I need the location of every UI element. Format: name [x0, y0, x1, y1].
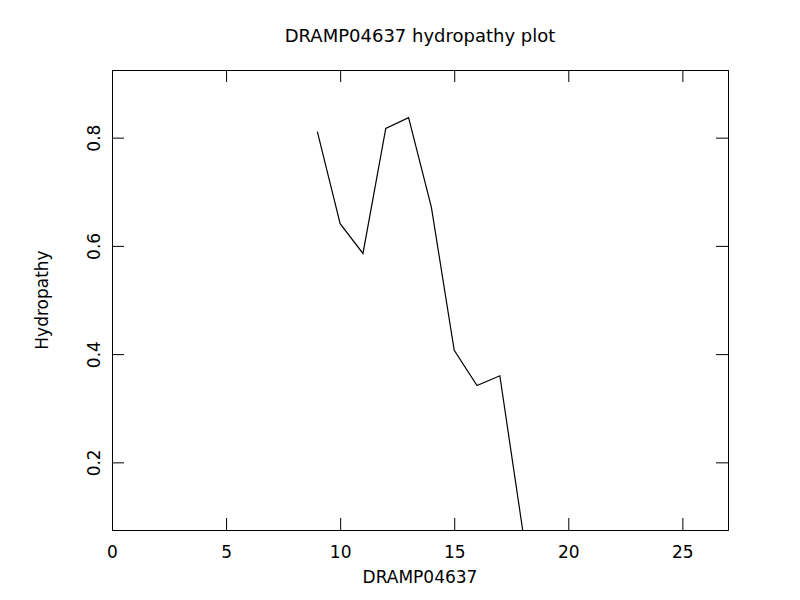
tick: [716, 246, 728, 247]
x-label: DRAMP04637: [363, 567, 478, 587]
axis-line: [716, 71, 729, 531]
tick: 10: [330, 518, 352, 562]
tick-label: 25: [672, 542, 694, 562]
y-axis-right: [716, 71, 729, 531]
tick-mark: [226, 70, 227, 82]
tick-mark: [340, 70, 341, 82]
tick-mark: [454, 518, 455, 530]
tick-mark: [112, 138, 124, 139]
tick: 0.8: [84, 125, 124, 152]
chart: 0 5 10 15 20 25 0.2 0.4 0.6 0.8 DRAMP04637 hydropa…: [0, 0, 800, 600]
tick: [340, 70, 341, 82]
tick-label: 15: [444, 542, 466, 562]
plot: 0 5 10 15 20 25 0.2 0.4 0.6 0.8: [84, 70, 729, 562]
axis-line: [113, 71, 125, 531]
tick-mark: [226, 518, 227, 530]
tick-label: 0.8: [84, 125, 104, 152]
tick: 5: [221, 518, 232, 562]
series: [317, 118, 522, 530]
tick: 20: [558, 518, 580, 562]
y-axis: 0.2 0.4 0.6 0.8: [84, 71, 124, 531]
tick: 0.2: [84, 449, 124, 476]
tick-label: 10: [330, 542, 352, 562]
x-axis: 0 5 10 15 20 25: [107, 518, 728, 562]
axis-line: [113, 71, 729, 83]
tick: [716, 462, 728, 463]
tick-mark: [454, 70, 455, 82]
tick-mark: [682, 518, 683, 530]
y-label: Hydropathy: [32, 250, 52, 349]
tick-label: 0.6: [84, 233, 104, 260]
tick-mark: [568, 518, 569, 530]
tick-label: 0.2: [84, 449, 104, 476]
tick-label: 0.4: [84, 341, 104, 368]
tick-mark: [112, 354, 124, 355]
tick: 0.4: [84, 341, 124, 368]
tick-label: 5: [221, 542, 232, 562]
tick-label: 20: [558, 542, 580, 562]
tick: [226, 70, 227, 82]
tick: [454, 70, 455, 82]
title: DRAMP04637 hydropathy plot: [285, 25, 556, 46]
hydropathy-line: [317, 118, 522, 530]
tick-mark: [112, 246, 124, 247]
tick: [682, 70, 683, 82]
tick-mark: [716, 138, 728, 139]
tick: [568, 70, 569, 82]
tick-mark: [112, 462, 124, 463]
tick-mark: [716, 246, 728, 247]
tick: [716, 354, 728, 355]
tick: 15: [444, 518, 466, 562]
tick-mark: [340, 518, 341, 530]
x-axis-top: [113, 70, 729, 82]
tick-mark: [716, 354, 728, 355]
tick: 0.6: [84, 233, 124, 260]
tick-label: 0: [107, 542, 118, 562]
tick: [716, 138, 728, 139]
tick: 25: [672, 518, 694, 562]
tick-mark: [716, 462, 728, 463]
tick-mark: [568, 70, 569, 82]
axis-line: [113, 518, 729, 531]
tick-mark: [682, 70, 683, 82]
